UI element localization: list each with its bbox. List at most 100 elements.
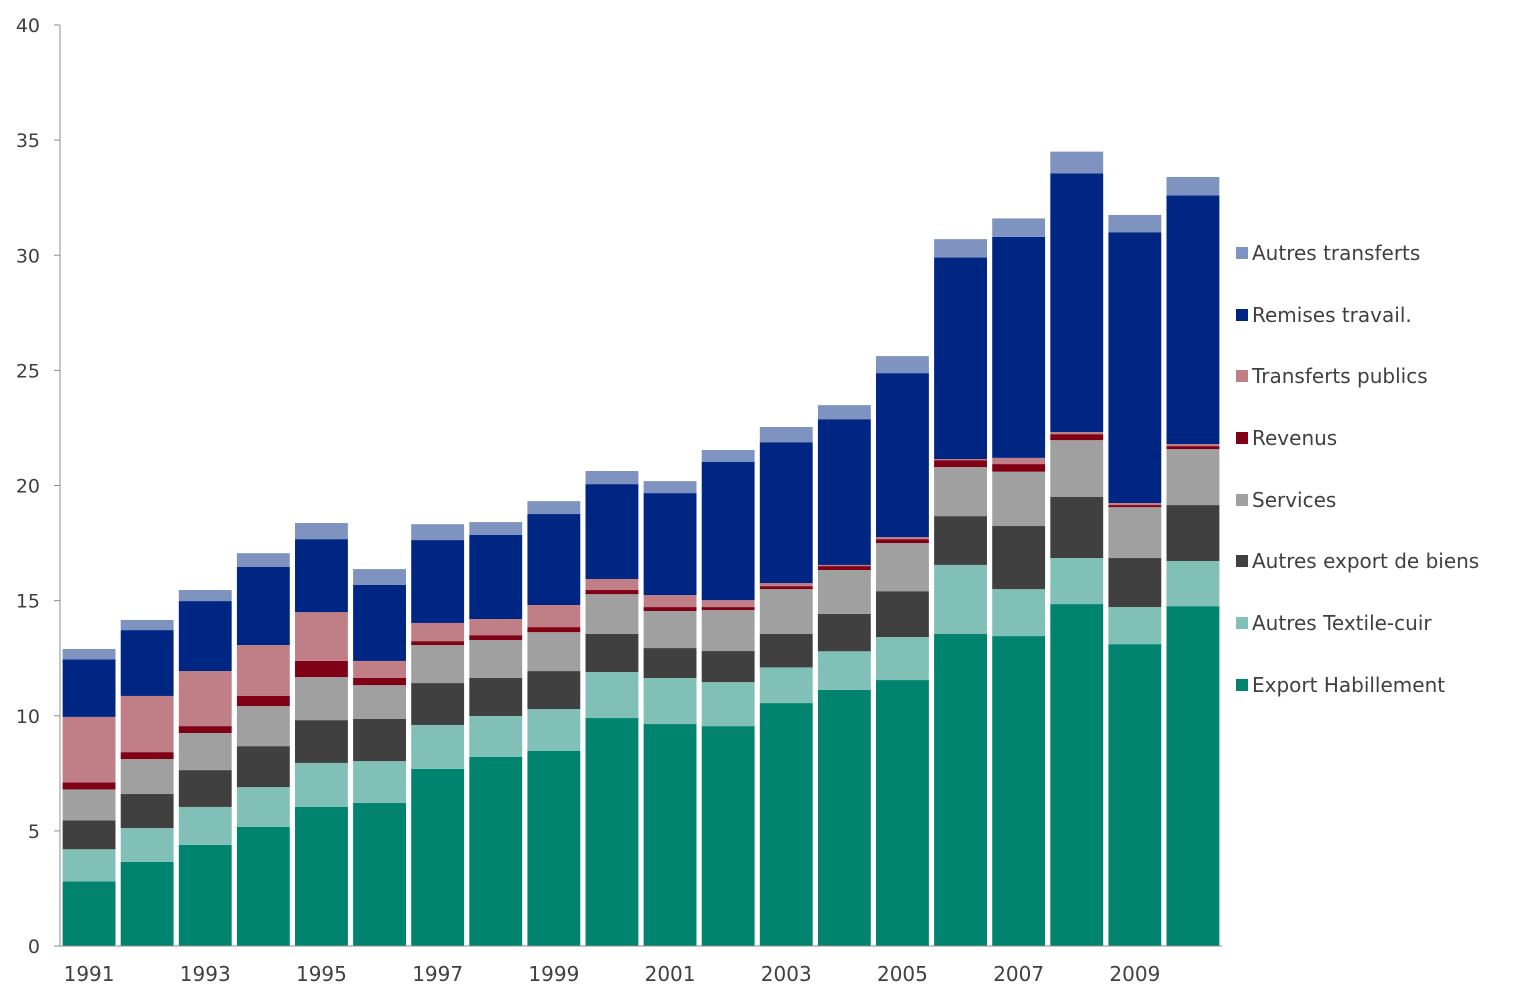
- bar-segment-autres-transferts-1999: [527, 501, 581, 515]
- bar-segment-export-habillement-2010: [1166, 606, 1220, 946]
- bar-segment-export-habillement-2003: [759, 703, 813, 946]
- bar-segment-transferts-publics-2003: [759, 583, 813, 587]
- bar-segment-remises-travail--1996: [353, 584, 406, 661]
- bar-segment-autres-export-de-biens-2006: [934, 516, 987, 565]
- x-tick-label: 2009: [1109, 962, 1160, 986]
- legend-item: Export Habillement: [1236, 654, 1479, 716]
- bar-segment-autres-textile-cuir-1998: [469, 715, 523, 757]
- y-tick-label: 0: [28, 936, 40, 958]
- y-tick-label: 20: [16, 476, 40, 498]
- x-tick-label: 1999: [528, 962, 579, 986]
- legend-item: Autres Textile-cuir: [1236, 592, 1479, 654]
- legend-label: Autres transferts: [1252, 240, 1421, 265]
- bar-segment-autres-textile-cuir-2004: [817, 651, 871, 690]
- legend-swatch: [1236, 678, 1248, 691]
- bar-segment-remises-travail--1994: [236, 567, 290, 646]
- bar-segment-autres-textile-cuir-1999: [527, 709, 581, 751]
- bar-segment-transferts-publics-2009: [1108, 502, 1162, 506]
- bar-stack-2010: [1166, 176, 1220, 946]
- bar-segment-remises-travail--2005: [876, 373, 929, 538]
- bar-segment-transferts-publics-2008: [1050, 432, 1104, 435]
- bar-segment-transferts-publics-1994: [236, 645, 290, 696]
- x-tick-label: 2005: [877, 962, 928, 986]
- bar-segment-autres-textile-cuir-2006: [934, 564, 987, 635]
- bar-segment-export-habillement-2007: [992, 636, 1046, 946]
- bar-segment-remises-travail--2002: [701, 462, 755, 601]
- bar-segment-services-1991: [62, 789, 116, 821]
- bar-segment-revenus-2006: [934, 460, 987, 468]
- legend-swatch: [1236, 555, 1248, 568]
- bar-segment-autres-transferts-2008: [1050, 151, 1104, 174]
- bar-segment-revenus-1998: [469, 635, 523, 640]
- bar-segment-transferts-publics-1998: [469, 619, 523, 636]
- bar-segment-services-2006: [934, 467, 987, 517]
- bar-stack-1996: [353, 569, 406, 946]
- legend-label: Autres export de biens: [1252, 549, 1480, 574]
- bar-segment-remises-travail--2008: [1050, 173, 1104, 433]
- bar-segment-services-2001: [643, 610, 697, 649]
- bar-segment-autres-transferts-2007: [992, 218, 1046, 237]
- bar-segment-autres-textile-cuir-1996: [353, 761, 406, 804]
- bar-segment-transferts-publics-2002: [701, 600, 755, 608]
- bar-segment-export-habillement-1991: [62, 881, 116, 946]
- legend-item: Autres export de biens: [1236, 530, 1479, 592]
- bar-segment-autres-textile-cuir-1991: [62, 849, 116, 882]
- y-tick-label: 40: [16, 15, 40, 37]
- bar-stack-2005: [876, 356, 929, 946]
- bar-segment-revenus-2009: [1108, 505, 1162, 508]
- legend-item: Revenus: [1236, 407, 1479, 469]
- x-tick-label: 1991: [64, 962, 115, 986]
- bar-segment-autres-textile-cuir-2007: [992, 589, 1046, 637]
- bar-segment-autres-transferts-2004: [817, 405, 871, 420]
- bar-segment-export-habillement-1992: [120, 861, 174, 946]
- bar-segment-revenus-2008: [1050, 434, 1104, 441]
- bar-segment-transferts-publics-1995: [295, 612, 348, 661]
- bar-segment-transferts-publics-1999: [527, 604, 581, 628]
- bar-segment-autres-export-de-biens-1994: [236, 746, 290, 788]
- bar-segment-transferts-publics-1992: [120, 695, 174, 753]
- bar-segment-export-habillement-2006: [934, 634, 987, 946]
- x-tick-label: 2003: [761, 962, 812, 986]
- bar-segment-export-habillement-1997: [411, 768, 465, 946]
- bar-segment-export-habillement-2000: [585, 718, 639, 946]
- bar-segment-export-habillement-2008: [1050, 604, 1104, 946]
- bar-segment-autres-textile-cuir-2003: [759, 667, 813, 704]
- bar-segment-autres-textile-cuir-1993: [178, 806, 232, 845]
- bar-segment-autres-export-de-biens-2001: [643, 648, 697, 678]
- bar-segment-remises-travail--2009: [1108, 232, 1162, 503]
- bar-segment-autres-export-de-biens-2010: [1166, 505, 1220, 562]
- bar-segment-autres-transferts-1993: [178, 590, 232, 602]
- bar-segment-autres-transferts-1995: [295, 523, 348, 540]
- bar-segment-remises-travail--2001: [643, 493, 697, 596]
- bar-segment-services-2002: [701, 610, 755, 652]
- bar-segment-autres-textile-cuir-2000: [585, 672, 639, 719]
- bar-segment-remises-travail--2000: [585, 484, 639, 579]
- bar-segment-revenus-2004: [817, 566, 871, 571]
- y-tick-label: 10: [16, 706, 40, 728]
- bar-segment-autres-export-de-biens-1995: [295, 720, 348, 763]
- x-tick-label: 1993: [180, 962, 231, 986]
- x-tick-label: 1995: [296, 962, 347, 986]
- bar-segment-autres-export-de-biens-1992: [120, 794, 174, 829]
- bar-stack-1993: [178, 590, 232, 946]
- legend-swatch: [1236, 308, 1248, 321]
- bar-segment-revenus-1993: [178, 726, 232, 734]
- bar-stack-2003: [759, 427, 813, 946]
- bar-segment-services-2007: [992, 471, 1046, 527]
- bar-segment-autres-export-de-biens-2009: [1108, 558, 1162, 608]
- x-tick-label: 2007: [993, 962, 1044, 986]
- y-tick-label: 15: [16, 591, 40, 613]
- bar-segment-autres-transferts-2010: [1166, 176, 1220, 196]
- legend-item: Autres transferts: [1236, 222, 1479, 284]
- bar-segment-services-1997: [411, 645, 465, 684]
- bar-segment-revenus-2005: [876, 539, 929, 544]
- bar-segment-services-1995: [295, 677, 348, 721]
- bar-segment-autres-textile-cuir-1997: [411, 724, 465, 769]
- bar-segment-remises-travail--1997: [411, 540, 465, 623]
- bar-segment-export-habillement-1998: [469, 756, 523, 946]
- bar-segment-autres-export-de-biens-2008: [1050, 497, 1104, 559]
- bar-stack-1998: [469, 522, 523, 946]
- bar-segment-revenus-2002: [701, 607, 755, 611]
- legend-swatch: [1236, 616, 1248, 629]
